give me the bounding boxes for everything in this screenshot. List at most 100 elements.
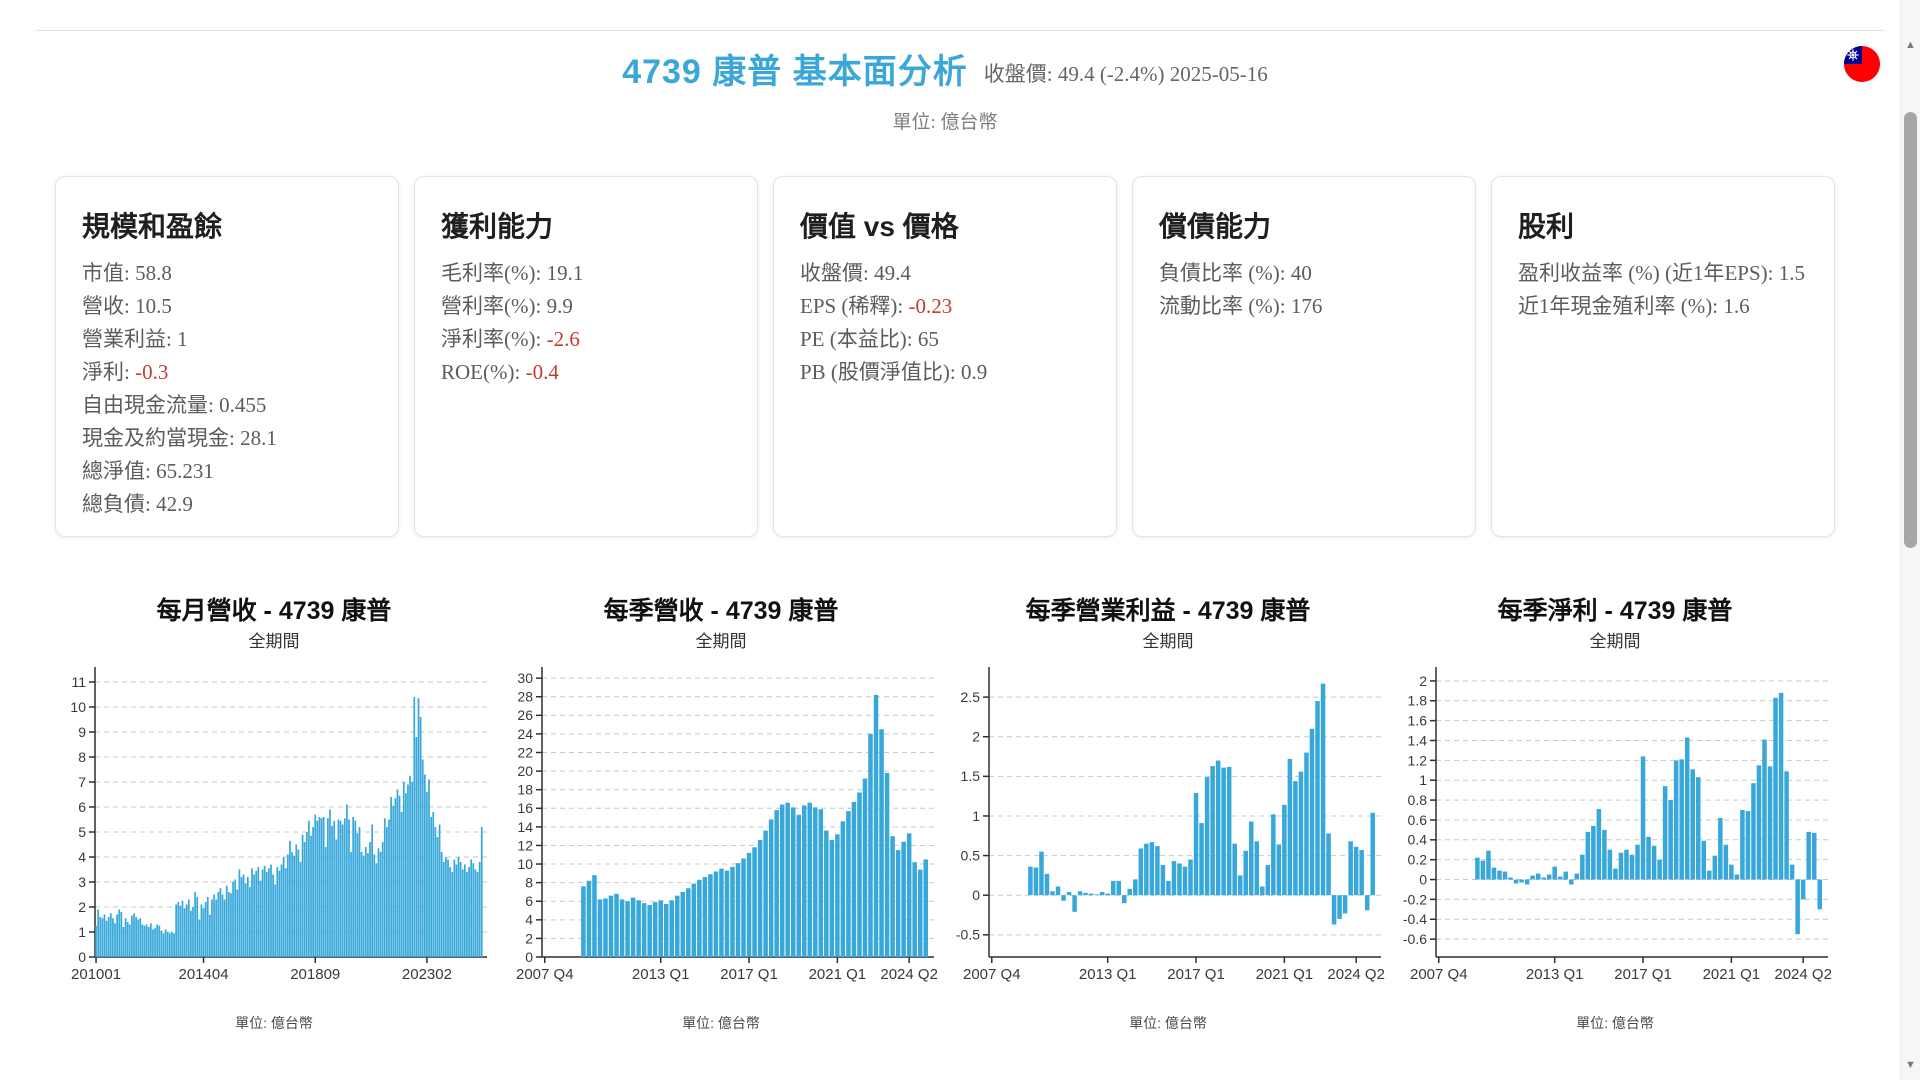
metric-label: 總淨值: [82, 459, 157, 483]
metric-row: 淨利率(%): -2.6 [441, 323, 731, 356]
unit-label: 單位: 億台幣 [892, 112, 998, 133]
svg-text:0.8: 0.8 [1408, 792, 1428, 808]
card-title: 價值 vs 價格 [800, 211, 959, 242]
metric-label: 總負債: [82, 492, 157, 516]
svg-text:2017 Q1: 2017 Q1 [1614, 966, 1672, 983]
metric-value: 10.5 [135, 294, 172, 318]
bar-series [1475, 692, 1822, 935]
scrollbar-up-arrow[interactable]: ▲ [1905, 39, 1916, 51]
svg-text:3: 3 [78, 874, 86, 890]
svg-text:8: 8 [78, 749, 86, 765]
chart-canvas: 0 1 2 3 4 5 6 7 8 9 10 11 201001 201404 201809 202302 [70, 667, 487, 983]
bar-series [581, 694, 928, 957]
metric-value: 1.5 [1778, 261, 1805, 285]
metric-row: 自由現金流量: 0.455 [82, 389, 372, 422]
svg-text:201001: 201001 [71, 966, 121, 983]
metric-value: 0.455 [219, 393, 267, 417]
bar-series [1028, 683, 1375, 925]
svg-text:2: 2 [1419, 673, 1427, 689]
summary-card: 股利 盈利收益率 (%) (近1年EPS): 1.5 近1年現金殖利率 (%): 1… [1491, 176, 1835, 537]
svg-text:-0.2: -0.2 [1403, 891, 1427, 907]
metric-row: 毛利率(%): 19.1 [441, 257, 731, 290]
svg-text:2013 Q1: 2013 Q1 [632, 966, 690, 983]
metric-row: 收盤價: 49.4 [800, 257, 1090, 290]
metric-value: 28.1 [240, 426, 277, 450]
svg-text:2013 Q1: 2013 Q1 [1079, 966, 1137, 983]
metric-row: 總淨值: 65.231 [82, 455, 372, 488]
taiwan-flag-icon[interactable] [1843, 45, 1881, 83]
metric-value: 176 [1290, 294, 1323, 318]
svg-text:0: 0 [972, 887, 980, 903]
metric-row: 流動比率 (%): 176 [1159, 290, 1449, 323]
svg-text:2: 2 [972, 729, 980, 745]
summary-card: 規模和盈餘 市值: 58.8 營收: 10.5 營業利益: 1 淨利: -0.3 自由現金… [55, 176, 399, 537]
scrollbar-down-arrow[interactable]: ▼ [1905, 1059, 1916, 1071]
chart-title: 每季營業利益 - 4739 康普 [1025, 597, 1311, 625]
metric-label: 盈利收益率 (%) (近1年EPS): [1518, 261, 1779, 285]
svg-text:6: 6 [78, 799, 86, 815]
svg-text:11: 11 [71, 674, 86, 690]
chart-block: 每季淨利 - 4739 康普 全期間 -0.6 -0.4 -0.2 0 0.2 0.4 0.6 0… [1396, 593, 1834, 1033]
metric-label: 營收: [82, 294, 136, 318]
svg-text:2017 Q1: 2017 Q1 [720, 966, 778, 983]
svg-text:14: 14 [517, 819, 533, 835]
metric-label: 收盤價: [800, 261, 875, 285]
svg-text:0.6: 0.6 [1408, 812, 1428, 828]
chart-block: 每月營收 - 4739 康普 全期間 0 1 2 3 4 5 6 7 8 9 10 11 201001 201… [55, 593, 493, 1033]
chart-title: 每月營收 - 4739 康普 [156, 597, 392, 625]
metric-value: 9.9 [546, 294, 573, 318]
svg-text:26: 26 [517, 707, 533, 723]
chart-title: 每季營收 - 4739 康普 [603, 597, 839, 625]
chart-block: 每季營收 - 4739 康普 全期間 0 2 4 6 8 10 12 14 16 18 20 22 24 26… [502, 593, 940, 1033]
metric-label: 淨利率(%): [441, 327, 547, 351]
svg-text:2: 2 [525, 930, 533, 946]
metric-row: 近1年現金殖利率 (%): 1.6 [1518, 290, 1808, 323]
metric-value: -0.4 [525, 360, 559, 384]
svg-text:1.6: 1.6 [1408, 713, 1428, 729]
metric-value: 58.8 [135, 261, 172, 285]
scrollbar-thumb[interactable] [1904, 112, 1917, 548]
metric-row: ROE(%): -0.4 [441, 356, 731, 389]
svg-text:6: 6 [525, 893, 533, 909]
svg-text:2021 Q1: 2021 Q1 [1703, 966, 1761, 983]
summary-card: 價值 vs 價格 收盤價: 49.4 EPS (稀釋): -0.23 PE (本益比)… [773, 176, 1117, 537]
metric-value: -0.3 [135, 360, 169, 384]
metric-value: 42.9 [156, 492, 193, 516]
metric-row: PB (股價淨值比): 0.9 [800, 356, 1090, 389]
svg-text:2024 Q2: 2024 Q2 [1327, 966, 1385, 983]
svg-text:2007 Q4: 2007 Q4 [516, 966, 574, 983]
metric-label: 自由現金流量: [82, 393, 220, 417]
svg-text:20: 20 [517, 763, 533, 779]
summary-cards: 規模和盈餘 市值: 58.8 營收: 10.5 營業利益: 1 淨利: -0.3 自由現金… [55, 176, 1835, 537]
svg-text:30: 30 [517, 670, 533, 686]
metric-row: 現金及約當現金: 28.1 [82, 422, 372, 455]
metric-value: 1 [177, 327, 188, 351]
chart-subtitle: 全期間 [248, 632, 300, 651]
svg-text:4: 4 [525, 912, 533, 928]
svg-text:1: 1 [972, 808, 980, 824]
svg-text:2024 Q2: 2024 Q2 [1774, 966, 1832, 983]
metric-row: 營利率(%): 9.9 [441, 290, 731, 323]
svg-text:2007 Q4: 2007 Q4 [1410, 966, 1468, 983]
scrollbar[interactable]: ▲ ▼ [1900, 0, 1920, 1080]
svg-text:1.8: 1.8 [1408, 693, 1428, 709]
card-title: 獲利能力 [441, 211, 554, 242]
metric-value: 49.4 [874, 261, 911, 285]
svg-text:1: 1 [78, 924, 86, 940]
svg-text:4: 4 [78, 849, 86, 865]
metric-row: 盈利收益率 (%) (近1年EPS): 1.5 [1518, 257, 1808, 290]
metric-row: 營業利益: 1 [82, 323, 372, 356]
page-title: 4739 康普 基本面分析 [622, 53, 968, 91]
metric-label: 營利率(%): [441, 294, 547, 318]
svg-text:8: 8 [525, 875, 533, 891]
svg-text:24: 24 [517, 726, 533, 742]
chart-block: 每季營業利益 - 4739 康普 全期間 -0.5 0 0.5 1 1.5 2 2.5 2007 … [949, 593, 1387, 1033]
svg-text:202302: 202302 [402, 966, 452, 983]
svg-text:28: 28 [517, 689, 533, 705]
svg-text:2: 2 [78, 899, 86, 915]
closing-price-text: 收盤價: 49.4 (-2.4%) 2025-05-16 [983, 62, 1268, 86]
chart-unit-label: 單位: 億台幣 [682, 1015, 760, 1031]
metric-row: PE (本益比): 65 [800, 323, 1090, 356]
metric-label: 近1年現金殖利率 (%): [1518, 294, 1724, 318]
